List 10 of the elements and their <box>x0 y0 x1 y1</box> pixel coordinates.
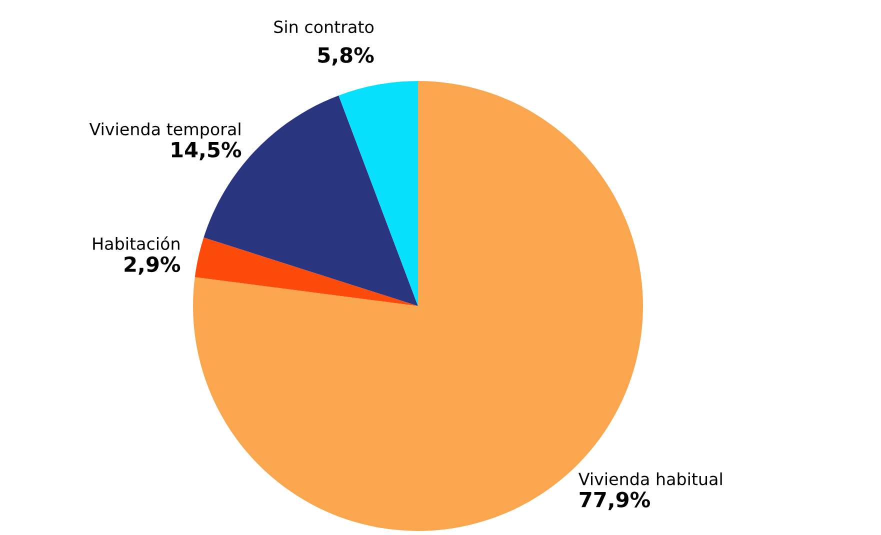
data-label: 14,5% <box>172 142 242 160</box>
slice-label: Habitación <box>93 236 180 250</box>
slice-label: Sin contrato <box>274 20 374 34</box>
data-label: 2,9% <box>124 256 180 275</box>
data-label: 77,9% <box>580 492 650 510</box>
slice-label: Vivienda temporal <box>89 122 240 139</box>
pie-slice <box>194 238 418 306</box>
slice-label: Vivienda habitual <box>578 472 722 486</box>
pie-slice <box>338 81 418 306</box>
data-label: 5,8% <box>318 47 374 66</box>
